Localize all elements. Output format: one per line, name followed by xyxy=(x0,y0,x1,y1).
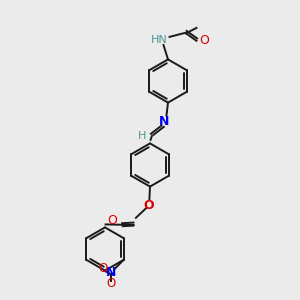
Text: O: O xyxy=(106,277,116,290)
Text: O: O xyxy=(107,214,117,227)
Text: H: H xyxy=(137,131,146,141)
Text: N: N xyxy=(106,266,116,279)
Text: O: O xyxy=(98,262,107,275)
Text: O: O xyxy=(200,34,209,47)
Text: O: O xyxy=(143,199,154,212)
Text: HN: HN xyxy=(151,35,168,45)
Text: N: N xyxy=(159,115,170,128)
